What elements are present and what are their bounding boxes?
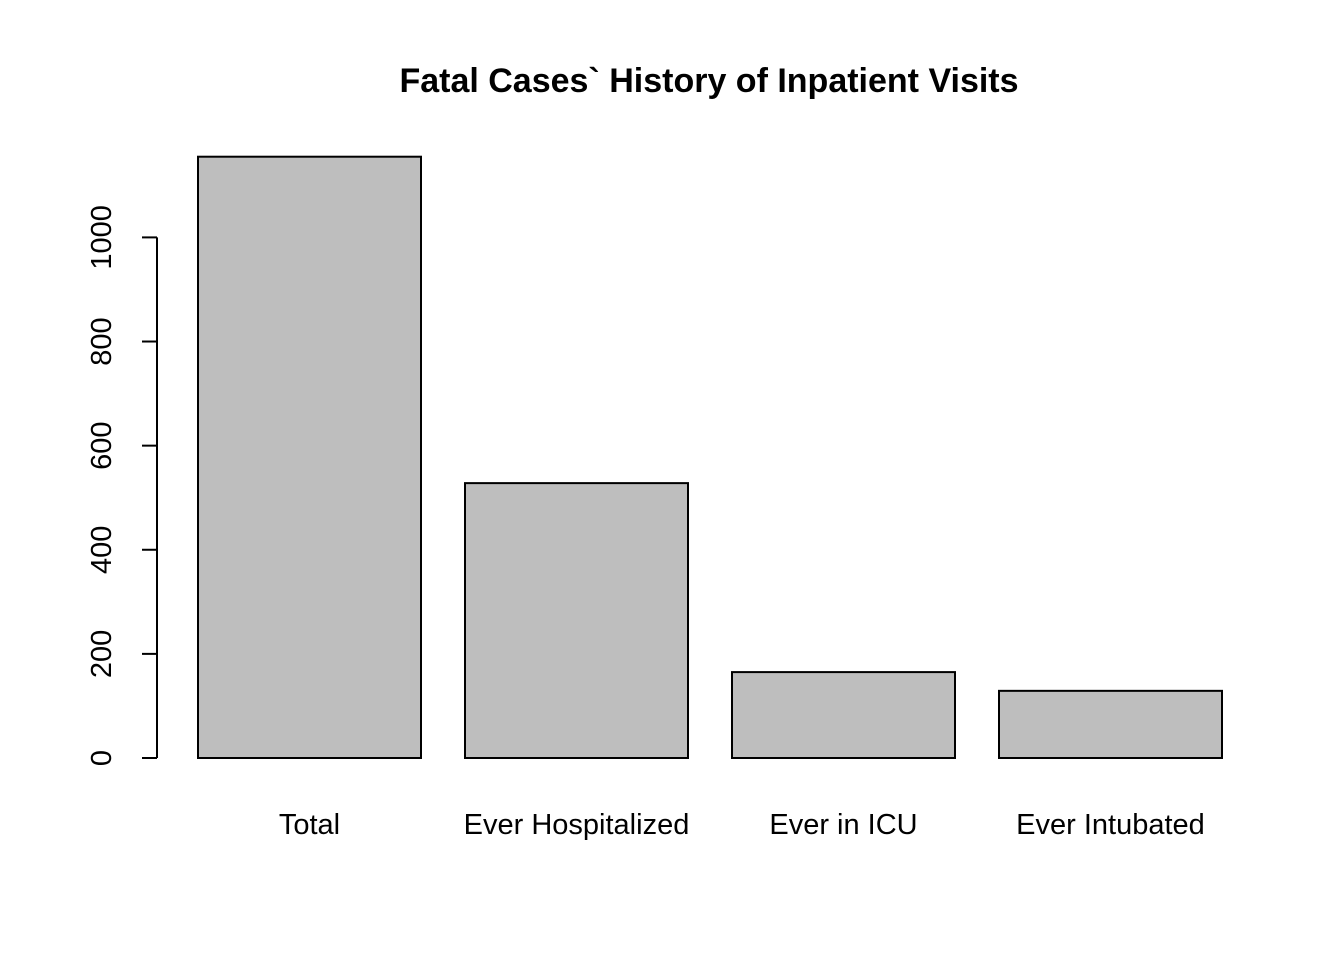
- y-tick-label-200: 200: [86, 630, 118, 678]
- x-axis-labels: Total Ever Hospitalized Ever in ICU Ever In…: [279, 809, 1205, 841]
- y-tick-label-800: 800: [86, 317, 118, 365]
- y-tick-label-600: 600: [86, 421, 118, 469]
- chart-title: Fatal Cases` History of Inpatient Visits: [399, 62, 1018, 100]
- y-tick-label-1000: 1000: [86, 205, 118, 270]
- y-tick-label-0: 0: [86, 750, 118, 766]
- bar-ever-intubated: [998, 689, 1223, 759]
- category-label-ever-intubated: Ever Intubated: [1016, 809, 1205, 841]
- bar-ever-in-icu: [731, 671, 956, 760]
- y-tick-label-400: 400: [86, 526, 118, 574]
- bar-ever-hospitalized: [464, 482, 689, 759]
- category-label-ever-hospitalized: Ever Hospitalized: [464, 809, 690, 841]
- category-label-ever-in-icu: Ever in ICU: [769, 809, 917, 841]
- bar-total: [197, 155, 422, 760]
- bars-layer: [197, 155, 1223, 760]
- y-axis: 0 200 400 600 800 1000: [86, 205, 158, 766]
- category-label-total: Total: [279, 809, 340, 841]
